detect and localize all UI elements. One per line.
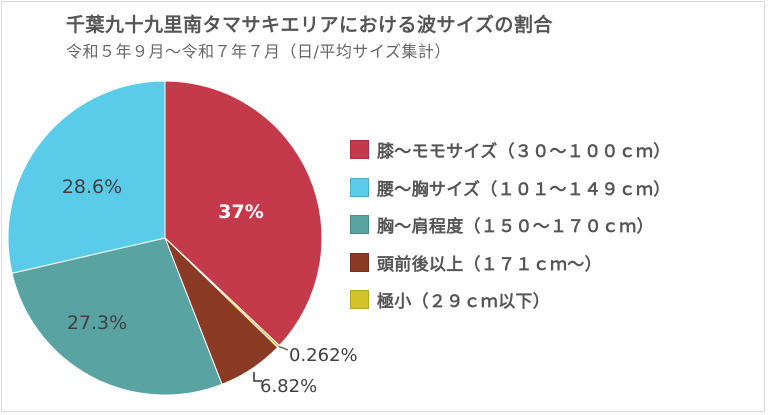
leader-line (278, 345, 289, 351)
legend: 膝～モモサイズ（３０～１００ｃｍ） 腰～胸サイズ（１０１～１４９ｃｍ） 胸～肩程… (350, 140, 671, 328)
legend-swatch (350, 140, 369, 159)
legend-label: 膝～モモサイズ（３０～１００ｃｍ） (377, 142, 671, 162)
pie-slice[interactable] (7, 80, 166, 274)
data-label: 6.82% (260, 376, 317, 397)
legend-swatch (350, 177, 369, 197)
legend-item[interactable]: 極小（２９ｃｍ以下） (350, 290, 671, 312)
chart-title: 千葉九十九里南タマサキエリアにおける波サイズの割合 (66, 14, 553, 36)
leader-line (253, 372, 262, 382)
data-label: 37% (218, 201, 263, 223)
legend-swatch (350, 252, 369, 272)
data-label: 28.6% (62, 176, 122, 198)
legend-swatch (350, 290, 369, 309)
legend-label: 腰～胸サイズ（１０１～１４９ｃｍ） (377, 179, 671, 200)
legend-label: 極小（２９ｃｍ以下） (377, 292, 550, 312)
data-label: 27.3% (67, 312, 127, 334)
chart-subtitle: 令和５年９月～令和７年７月（日/平均サイズ集計） (66, 42, 451, 61)
legend-item[interactable]: 膝～モモサイズ（３０～１００ｃｍ） (350, 140, 671, 162)
legend-item[interactable]: 頭前後以上（１７１ｃｍ～） (350, 252, 671, 275)
pie-slice[interactable] (11, 237, 223, 396)
legend-item[interactable]: 腰～胸サイズ（１０１～１４９ｃｍ） (350, 177, 671, 200)
legend-swatch (350, 215, 369, 234)
data-label: 0.262% (289, 345, 358, 366)
legend-label: 頭前後以上（１７１ｃｍ～） (377, 254, 602, 275)
legend-label: 胸～肩程度（１５０～１７０ｃｍ） (377, 217, 654, 237)
legend-item[interactable]: 胸～肩程度（１５０～１７０ｃｍ） (350, 215, 671, 237)
pie-slice[interactable] (164, 80, 323, 347)
